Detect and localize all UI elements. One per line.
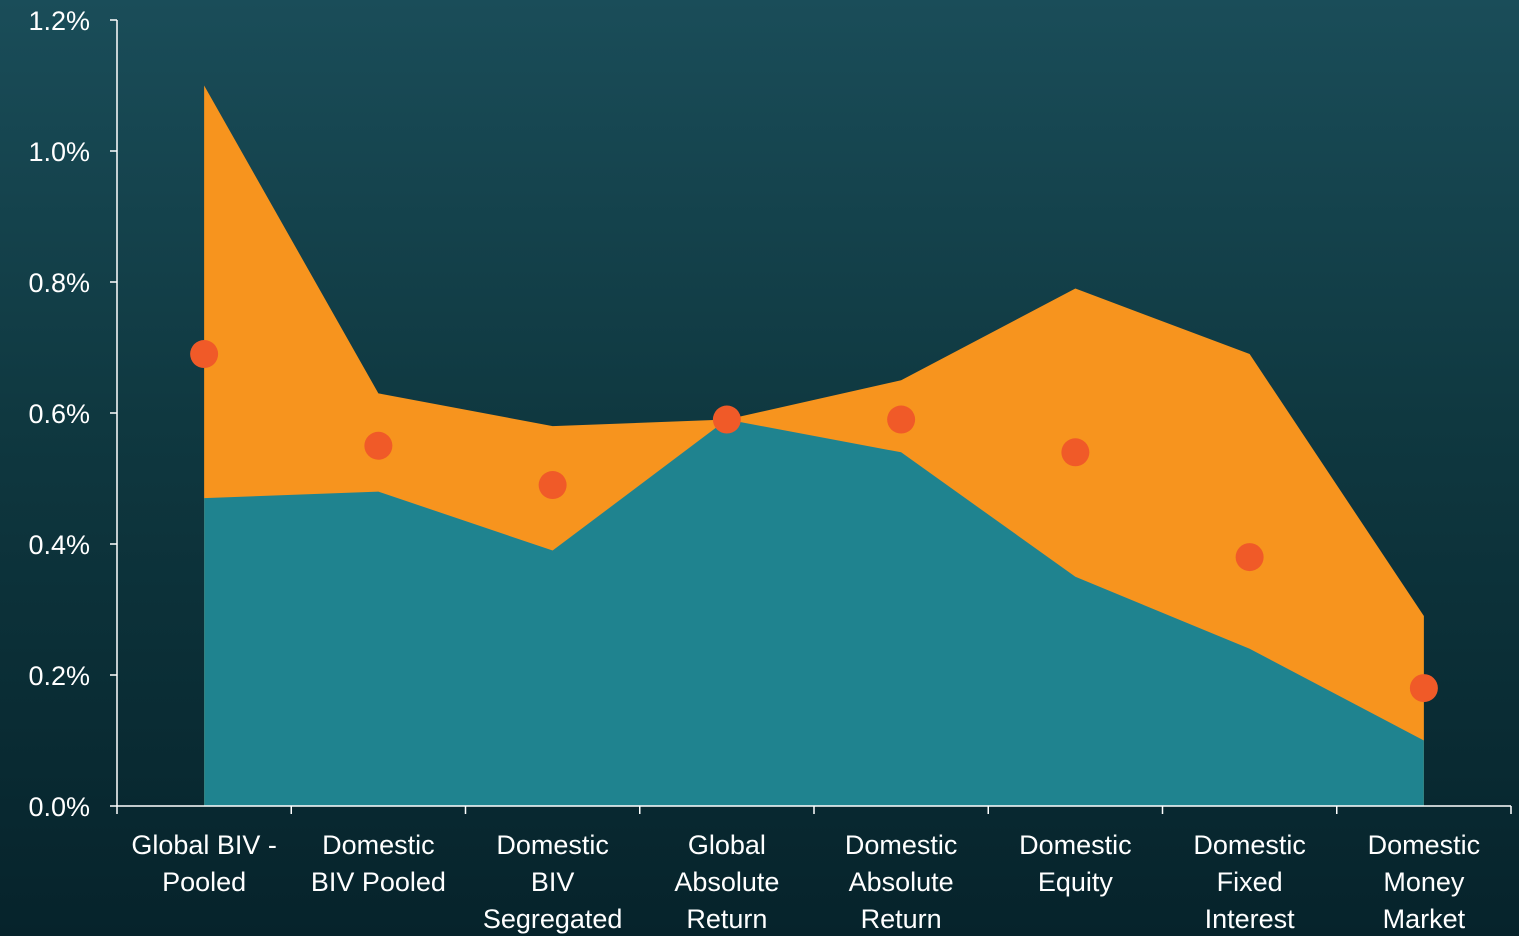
y-axis: 0.0% 0.2% 0.4% 0.6% 0.8% 1.0% 1.2% bbox=[28, 6, 118, 822]
plot-areas bbox=[204, 85, 1424, 806]
data-point bbox=[1409, 674, 1438, 703]
lower-range-area bbox=[204, 419, 1424, 806]
x-tick-label: Domestic Absolute Return bbox=[845, 830, 958, 934]
x-tick-label: Domestic Fixed Interest bbox=[1193, 830, 1306, 934]
data-point bbox=[1235, 543, 1264, 572]
x-tick-label: Global BIV -Pooled bbox=[131, 830, 277, 897]
y-tick-label: 0.8% bbox=[28, 268, 90, 298]
x-tick-label: Global Absolute Return bbox=[674, 830, 779, 934]
x-tick-label: Domestic BIV Segregated bbox=[483, 830, 623, 934]
x-tick-label: Domestic Money Market bbox=[1368, 830, 1481, 934]
data-points bbox=[190, 340, 1438, 703]
y-tick-label: 0.0% bbox=[28, 792, 90, 822]
y-tick-label: 0.2% bbox=[28, 661, 90, 691]
x-tick-label: Domestic Equity bbox=[1019, 830, 1132, 897]
y-tick-label: 1.0% bbox=[28, 137, 90, 167]
x-axis: Global BIV -Pooled Domestic BIV Pooled Dome… bbox=[116, 805, 1512, 934]
x-tick-label: Domestic BIV Pooled bbox=[311, 830, 446, 897]
y-tick-label: 1.2% bbox=[28, 6, 90, 36]
y-tick-label: 0.4% bbox=[28, 530, 90, 560]
y-tick-label: 0.6% bbox=[28, 399, 90, 429]
data-point bbox=[1061, 438, 1090, 467]
data-point bbox=[538, 471, 567, 500]
data-point bbox=[190, 340, 219, 369]
data-point bbox=[887, 405, 916, 434]
data-point bbox=[712, 405, 741, 434]
data-point bbox=[364, 431, 393, 460]
